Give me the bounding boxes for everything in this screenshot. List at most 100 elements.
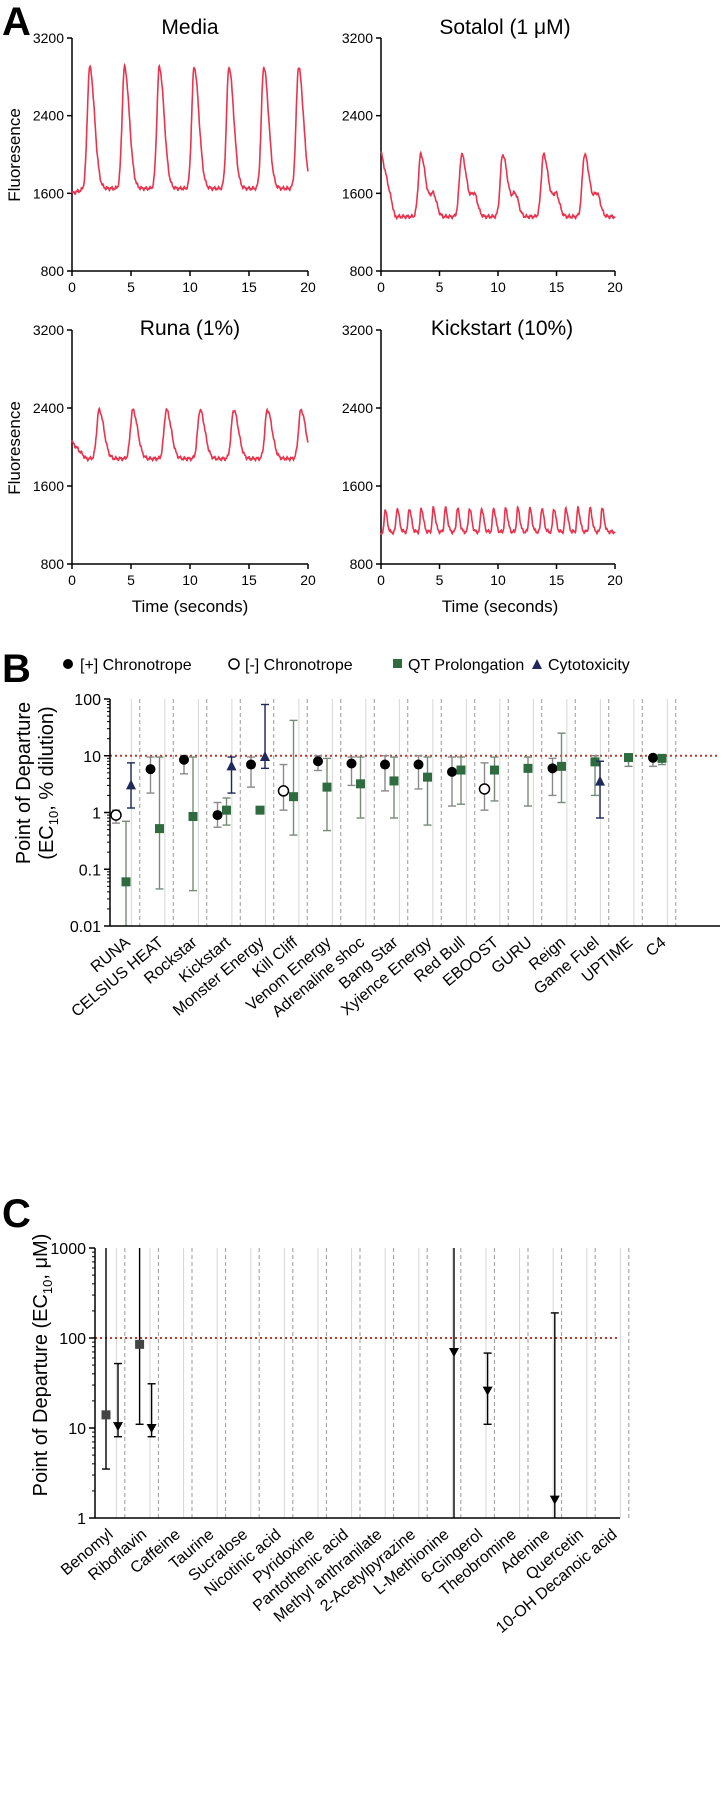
data-point-pos [413, 755, 424, 790]
marker-sq [101, 1410, 111, 1420]
data-point-pos [547, 757, 558, 797]
y-tick-label: 2400 [342, 108, 373, 124]
legend: [+] Chronotrope [-] Chronotrope QT Prolo… [63, 657, 630, 674]
x-tick-label: 5 [436, 572, 444, 588]
marker-pos [212, 810, 223, 821]
x-tick-label: 0 [377, 572, 385, 588]
x-tick-label: 20 [300, 572, 316, 588]
panel-letter-b: B [2, 647, 31, 691]
x-tick-label: 10 [182, 279, 198, 295]
panel-letter-c: C [2, 1192, 31, 1236]
data-point-qt [624, 753, 633, 768]
tick-group: 0 5 10 15 20 800 1600 2400 3200 [342, 30, 623, 295]
panel-letter-a: A [2, 0, 31, 44]
data-point-pos [246, 756, 256, 788]
axes-media: 0 5 10 15 20 800 1600 2400 3200 [33, 30, 316, 295]
y-tick-label: 3200 [342, 30, 373, 46]
marker-sq [135, 1339, 145, 1349]
data-point-qt [121, 820, 131, 926]
marker-qt [356, 779, 365, 789]
panel-b: B [+] Chronotrope [-] Chronotrope QT Pro… [2, 647, 720, 1021]
x-tick-label: 15 [241, 572, 257, 588]
data-point-pos [346, 756, 357, 787]
chart-title-runa: Runa (1%) [140, 317, 240, 340]
data-point-neg [110, 809, 122, 824]
data-point-tri [146, 1383, 157, 1438]
data-point-tri [449, 1248, 459, 1518]
x-tick-label: 10 [182, 572, 198, 588]
y-tick-label: 3200 [342, 322, 373, 338]
x-tick-label: 10 [490, 279, 506, 295]
chart-title-kickstart: Kickstart (10%) [431, 317, 573, 340]
y-tick-label: 800 [41, 263, 65, 279]
y-tick-label: 1600 [33, 185, 64, 201]
y-tick-label: 0.1 [79, 862, 101, 879]
data-point-pos [648, 752, 658, 768]
data-point-cyto [260, 703, 270, 770]
marker-qt [590, 757, 600, 767]
marker-qt [155, 824, 164, 834]
y-tick-label: 1600 [33, 478, 64, 494]
chart-runa: Runa (1%) Fluoresence Time (seconds) 0 5 1… [5, 317, 316, 616]
data-points [101, 1248, 560, 1518]
data-point-qt [490, 756, 499, 802]
data-point-qt [222, 797, 231, 826]
data-point-qt [188, 756, 198, 892]
marker-pos [145, 764, 156, 775]
x-tick-label: 0 [377, 279, 385, 295]
y-axis-label-c: Point of Departure (EC10, μM) [30, 1234, 55, 1497]
chart-kickstart: Kickstart (10%) Time (seconds) 0 5 10 15 20 8… [342, 317, 623, 616]
y-axis-label-b-line1: Point of Departure [13, 702, 35, 864]
marker-qt [255, 805, 265, 815]
marker-cyto [595, 775, 605, 786]
data-point-pos [145, 756, 156, 794]
data-point-qt [456, 756, 466, 805]
data-point-sq [135, 1248, 145, 1425]
marker-pos [313, 756, 323, 767]
marker-qt [624, 753, 633, 763]
x-axis-label-runa: Time (seconds) [132, 597, 249, 616]
fluorescence-trace-sotalol [380, 150, 616, 221]
x-axis-label-kickstart: Time (seconds) [442, 597, 559, 616]
legend-entry-cytotoxicity: Cytotoxicity [548, 657, 630, 674]
data-point-qt [523, 756, 533, 807]
fluorescence-trace-runa [71, 406, 309, 463]
x-tick-label: 10 [490, 572, 506, 588]
data-point-neg [478, 762, 491, 811]
y-tick-label: 3200 [33, 30, 64, 46]
data-point-qt [255, 805, 265, 815]
marker-pos [346, 758, 357, 769]
data-point-pos [380, 755, 390, 792]
y-tick-label: 800 [41, 556, 65, 572]
y-tick-group: 1 10 100 1000 [50, 1241, 95, 1528]
y-tick-label: 2400 [342, 400, 373, 416]
y-tick-label: 10 [83, 749, 101, 766]
marker-qt [490, 765, 499, 775]
fluorescence-trace-kickstart [380, 505, 616, 536]
x-tick-label: 5 [127, 572, 135, 588]
category-labels: BenomylRiboflavinCaffeineTaurineSucralos… [58, 1526, 621, 1637]
data-point-neg [277, 763, 290, 811]
data-point-qt [356, 756, 365, 819]
x-tick-label: 20 [607, 572, 623, 588]
x-tick-label: 0 [68, 572, 76, 588]
marker-tri [449, 1347, 459, 1357]
marker-qt [188, 812, 198, 822]
marker-neg [110, 809, 122, 821]
data-point-qt [590, 755, 600, 797]
axes-sotalol: 0 5 10 15 20 800 1600 2400 3200 [342, 30, 623, 295]
chart-title-media: Media [161, 16, 219, 39]
category-gridlines [130, 699, 677, 926]
legend-entry-qt: QT Prolongation [408, 657, 524, 674]
marker-pos [547, 763, 558, 774]
x-tick-label: 20 [607, 279, 623, 295]
y-tick-label: 800 [350, 263, 374, 279]
y-tick-label: 1 [92, 806, 101, 823]
data-point-cyto [126, 762, 136, 809]
marker-tri [146, 1424, 157, 1433]
plot-c: 1 10 100 1000 BenomylRiboflavinCaffeineTaur… [50, 1241, 630, 1637]
x-tick-label: 5 [436, 279, 444, 295]
data-point-qt [322, 757, 332, 832]
category-label: C4 [643, 934, 670, 960]
